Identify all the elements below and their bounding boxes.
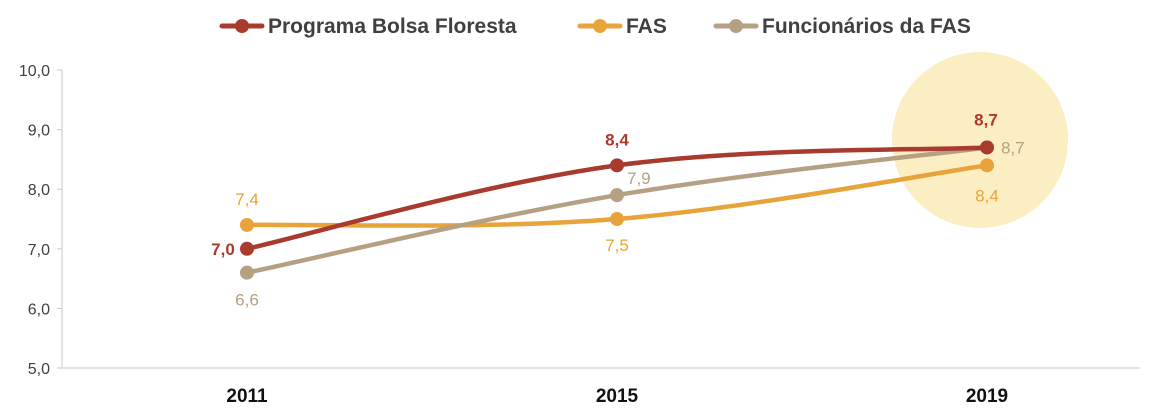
data-label: 7,9 bbox=[627, 169, 651, 188]
data-label: 8,4 bbox=[975, 186, 999, 205]
y-tick-label: 8,0 bbox=[28, 182, 50, 199]
data-point bbox=[980, 158, 994, 173]
y-tick-label: 5,0 bbox=[28, 361, 50, 378]
legend: Programa Bolsa Floresta FAS Funcionários d… bbox=[219, 15, 971, 38]
legend-swatch-marker bbox=[593, 19, 607, 33]
data-label: 7,5 bbox=[605, 236, 629, 255]
data-label: 7,0 bbox=[211, 240, 235, 259]
legend-label: FAS bbox=[626, 15, 667, 38]
data-label: 7,4 bbox=[235, 190, 259, 209]
x-tick-label: 2019 bbox=[966, 386, 1008, 407]
legend-item: FAS bbox=[577, 15, 667, 38]
data-label: 8,7 bbox=[974, 110, 998, 129]
data-label: 6,6 bbox=[235, 291, 259, 310]
data-point bbox=[980, 140, 994, 155]
legend-swatch-marker bbox=[729, 19, 743, 33]
x-tick-label: 2015 bbox=[596, 386, 639, 407]
legend-item: Funcionários da FAS bbox=[713, 15, 971, 38]
y-axis: 5,0 6,0 7,0 8,0 9,0 10,0 bbox=[19, 63, 1140, 378]
x-axis: 2011 2015 2019 bbox=[226, 386, 1008, 407]
y-tick-label: 7,0 bbox=[28, 242, 50, 259]
legend-label: Programa Bolsa Floresta bbox=[268, 15, 517, 38]
legend-swatch-marker bbox=[235, 19, 249, 33]
y-tick-label: 10,0 bbox=[19, 63, 50, 80]
data-label: 8,4 bbox=[605, 130, 629, 149]
data-point bbox=[240, 265, 254, 280]
data-point bbox=[240, 241, 254, 256]
legend-item: Programa Bolsa Floresta bbox=[219, 15, 517, 38]
data-point bbox=[610, 188, 624, 203]
legend-label: Funcionários da FAS bbox=[762, 15, 971, 38]
data-point bbox=[610, 212, 624, 226]
data-point bbox=[610, 158, 624, 173]
data-label: 8,7 bbox=[1001, 138, 1025, 157]
y-tick-label: 9,0 bbox=[28, 123, 50, 140]
highlight-circle bbox=[892, 52, 1068, 228]
x-tick-label: 2011 bbox=[226, 386, 268, 407]
data-point bbox=[240, 217, 254, 232]
y-tick-label: 6,0 bbox=[28, 301, 50, 318]
